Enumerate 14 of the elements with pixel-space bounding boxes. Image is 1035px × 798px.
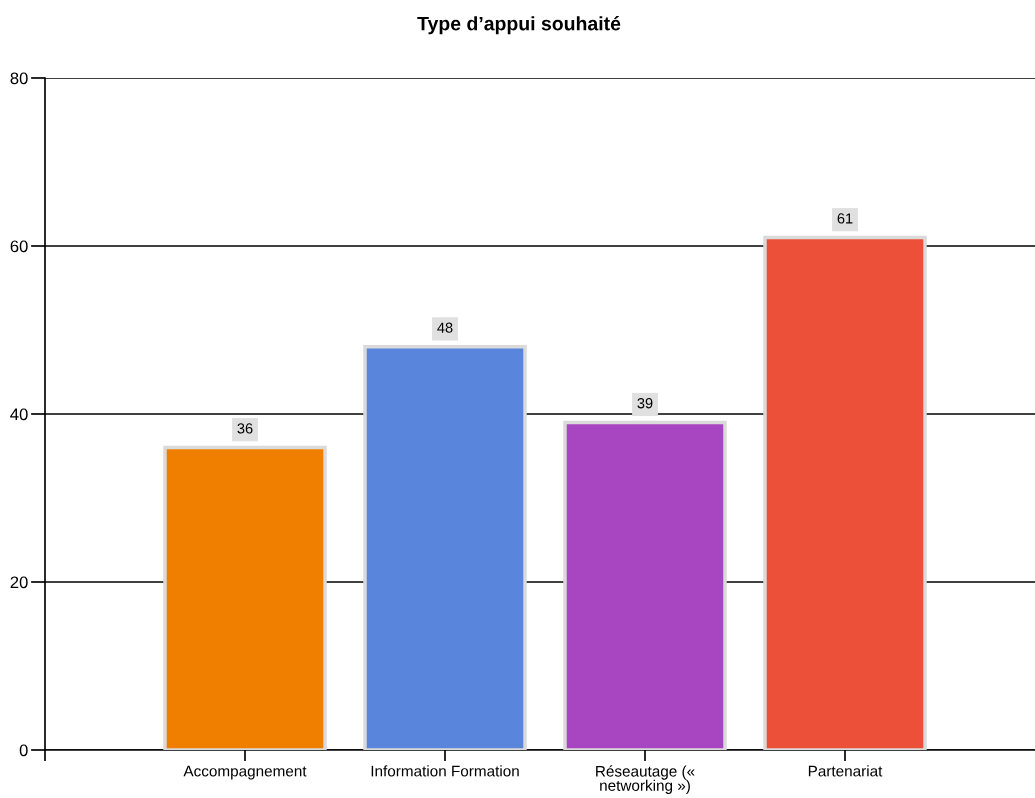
y-tick-label: 0 [19,744,28,757]
y-tick-label: 20 [10,576,28,589]
x-tick-label: Information Formation [371,765,519,777]
x-tick-label: Réseautage (« networking ») [596,765,695,794]
data-label: 61 [837,213,853,224]
chart-title: Type d’appui souhaité [417,16,621,35]
y-tick-label: 80 [10,72,28,85]
data-label: 48 [437,322,453,333]
data-label: 36 [237,423,253,434]
y-tick-label: 60 [10,240,28,253]
x-tick-label: Partenariat [808,765,883,777]
x-tick-label: Accompagnement [183,765,307,780]
y-tick-label: 40 [10,408,28,421]
data-label: 39 [637,398,653,409]
